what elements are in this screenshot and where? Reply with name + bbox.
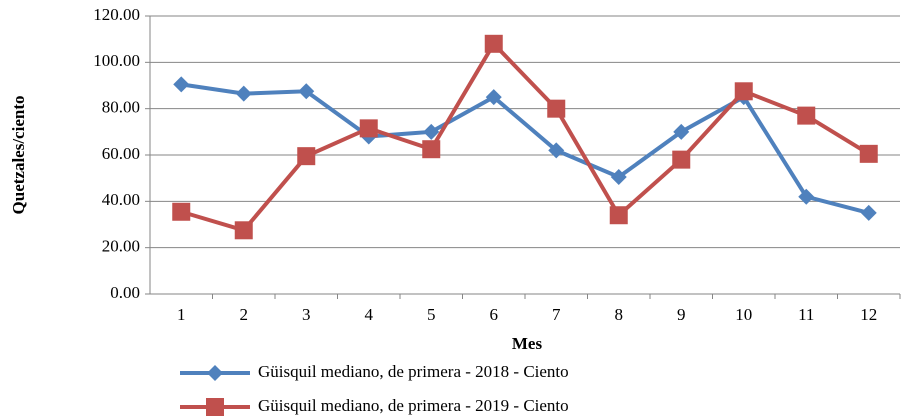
marker (734, 82, 753, 101)
x-tick-label: 3 (302, 305, 311, 324)
marker (610, 169, 627, 186)
marker (484, 34, 503, 53)
marker (173, 76, 190, 93)
y-tick-label: 60.00 (102, 144, 140, 163)
marker (422, 140, 441, 159)
x-tick-label: 8 (615, 305, 624, 324)
marker (798, 188, 815, 205)
marker (235, 85, 252, 102)
marker (547, 99, 566, 118)
marker (797, 106, 816, 125)
legend-marker (206, 398, 224, 416)
marker (298, 83, 315, 100)
marker (234, 221, 253, 240)
marker (359, 119, 378, 138)
legend-label: Güisquil mediano, de primera - 2019 - Ci… (258, 396, 569, 415)
marker (548, 142, 565, 159)
marker (673, 123, 690, 140)
series-line (180, 82, 870, 215)
x-tick-label: 10 (735, 305, 752, 324)
marker (485, 89, 502, 106)
x-axis-title: Mes (512, 334, 543, 353)
y-tick-label: 120.00 (93, 5, 140, 24)
y-tick-label: 100.00 (93, 51, 140, 70)
marker (859, 144, 878, 163)
x-tick-label: 12 (860, 305, 877, 324)
series-line (180, 40, 870, 233)
y-tick-label: 40.00 (102, 190, 140, 209)
y-tick-label: 0.00 (110, 283, 140, 302)
legend-marker (207, 365, 223, 381)
legend-label: Güisquil mediano, de primera - 2018 - Ci… (258, 362, 569, 381)
marker (423, 123, 440, 140)
x-tick-label: 2 (240, 305, 249, 324)
marker (672, 150, 691, 169)
x-tick-label: 9 (677, 305, 686, 324)
y-tick-label: 20.00 (102, 237, 140, 256)
marker (860, 204, 877, 221)
y-axis-title: Quetzales/ciento (9, 96, 28, 215)
marker (609, 206, 628, 225)
x-tick-label: 4 (365, 305, 374, 324)
marker (172, 202, 191, 221)
y-tick-label: 80.00 (102, 98, 140, 117)
x-tick-label: 11 (798, 305, 814, 324)
x-tick-label: 5 (427, 305, 436, 324)
x-tick-label: 7 (552, 305, 561, 324)
x-tick-label: 6 (490, 305, 499, 324)
x-tick-label: 1 (177, 305, 186, 324)
marker (297, 147, 316, 166)
